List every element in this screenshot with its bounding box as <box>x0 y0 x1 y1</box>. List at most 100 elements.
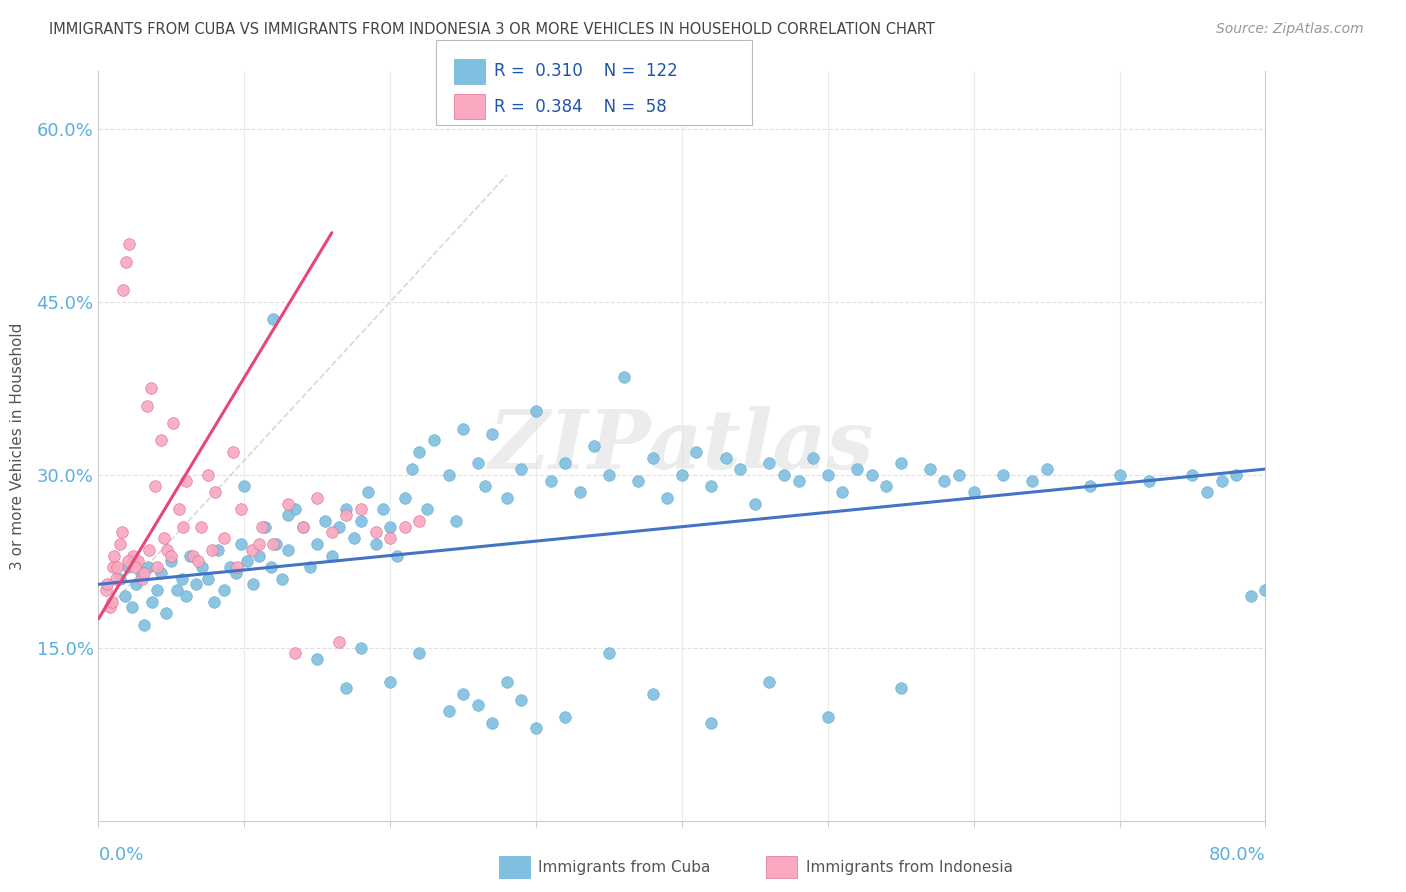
Point <box>875 479 897 493</box>
Point <box>496 491 519 505</box>
Point <box>118 237 141 252</box>
Point <box>146 560 169 574</box>
Text: Source: ZipAtlas.com: Source: ZipAtlas.com <box>1216 22 1364 37</box>
Point <box>263 312 285 326</box>
Point <box>160 554 183 568</box>
Point <box>202 594 225 608</box>
Point <box>100 594 122 608</box>
Point <box>700 479 723 493</box>
Point <box>125 577 148 591</box>
Point <box>190 519 212 533</box>
Point <box>415 502 437 516</box>
Point <box>231 502 253 516</box>
Point <box>127 554 149 568</box>
Point <box>991 467 1014 482</box>
Point <box>250 519 273 533</box>
Point <box>641 687 664 701</box>
Point <box>510 692 533 706</box>
Point <box>787 474 810 488</box>
Point <box>96 577 118 591</box>
Point <box>155 606 177 620</box>
Point <box>846 462 869 476</box>
Point <box>271 572 294 586</box>
Point <box>131 572 153 586</box>
Text: R =  0.384    N =  58: R = 0.384 N = 58 <box>494 98 666 116</box>
Point <box>481 427 503 442</box>
Point <box>474 479 496 493</box>
Point <box>242 577 264 591</box>
Point <box>496 675 519 690</box>
Point <box>364 525 387 540</box>
Point <box>263 537 285 551</box>
Point <box>380 675 402 690</box>
Point <box>817 710 839 724</box>
Point <box>277 542 299 557</box>
Point <box>1197 485 1219 500</box>
Point <box>150 566 173 580</box>
Point <box>451 687 474 701</box>
Point <box>1240 589 1263 603</box>
Point <box>423 434 446 448</box>
Point <box>307 491 329 505</box>
Point <box>773 467 796 482</box>
Y-axis label: 3 or more Vehicles in Household: 3 or more Vehicles in Household <box>10 322 25 570</box>
Point <box>1181 467 1204 482</box>
Point <box>115 254 138 268</box>
Point <box>307 652 329 666</box>
Point <box>328 519 350 533</box>
Point <box>122 549 145 563</box>
Point <box>335 681 357 695</box>
Point <box>321 549 343 563</box>
Point <box>240 542 263 557</box>
Point <box>758 456 780 470</box>
Point <box>160 549 183 563</box>
Text: IMMIGRANTS FROM CUBA VS IMMIGRANTS FROM INDONESIA 3 OR MORE VEHICLES IN HOUSEHOL: IMMIGRANTS FROM CUBA VS IMMIGRANTS FROM … <box>49 22 935 37</box>
Point <box>481 715 503 730</box>
Point <box>1254 583 1277 598</box>
Point <box>212 531 235 545</box>
Point <box>343 531 366 545</box>
Point <box>94 583 117 598</box>
Point <box>437 704 460 718</box>
Point <box>350 514 373 528</box>
Point <box>284 647 307 661</box>
Point <box>817 467 839 482</box>
Point <box>143 479 166 493</box>
Point <box>408 647 430 661</box>
Point <box>291 519 314 533</box>
Point <box>387 549 409 563</box>
Point <box>266 537 288 551</box>
Text: R =  0.310    N =  122: R = 0.310 N = 122 <box>494 62 678 80</box>
Point <box>186 577 208 591</box>
Point <box>401 462 423 476</box>
Point <box>510 462 533 476</box>
Point <box>730 462 752 476</box>
Point <box>172 519 194 533</box>
Point <box>437 467 460 482</box>
Point <box>138 542 160 557</box>
Point <box>371 502 394 516</box>
Point <box>231 537 253 551</box>
Point <box>350 502 373 516</box>
Point <box>962 485 984 500</box>
Point <box>111 525 134 540</box>
Point <box>321 525 343 540</box>
Point <box>1225 467 1247 482</box>
Point <box>1108 467 1130 482</box>
Point <box>197 572 219 586</box>
Point <box>598 647 620 661</box>
Point <box>671 467 693 482</box>
Point <box>291 519 314 533</box>
Point <box>197 467 219 482</box>
Point <box>174 474 197 488</box>
Point <box>141 594 163 608</box>
Point <box>394 519 416 533</box>
Point <box>135 399 157 413</box>
Point <box>156 542 179 557</box>
Point <box>335 502 357 516</box>
Point <box>554 456 576 470</box>
Point <box>357 485 380 500</box>
Point <box>1080 479 1102 493</box>
Point <box>117 554 139 568</box>
Point <box>221 444 243 458</box>
